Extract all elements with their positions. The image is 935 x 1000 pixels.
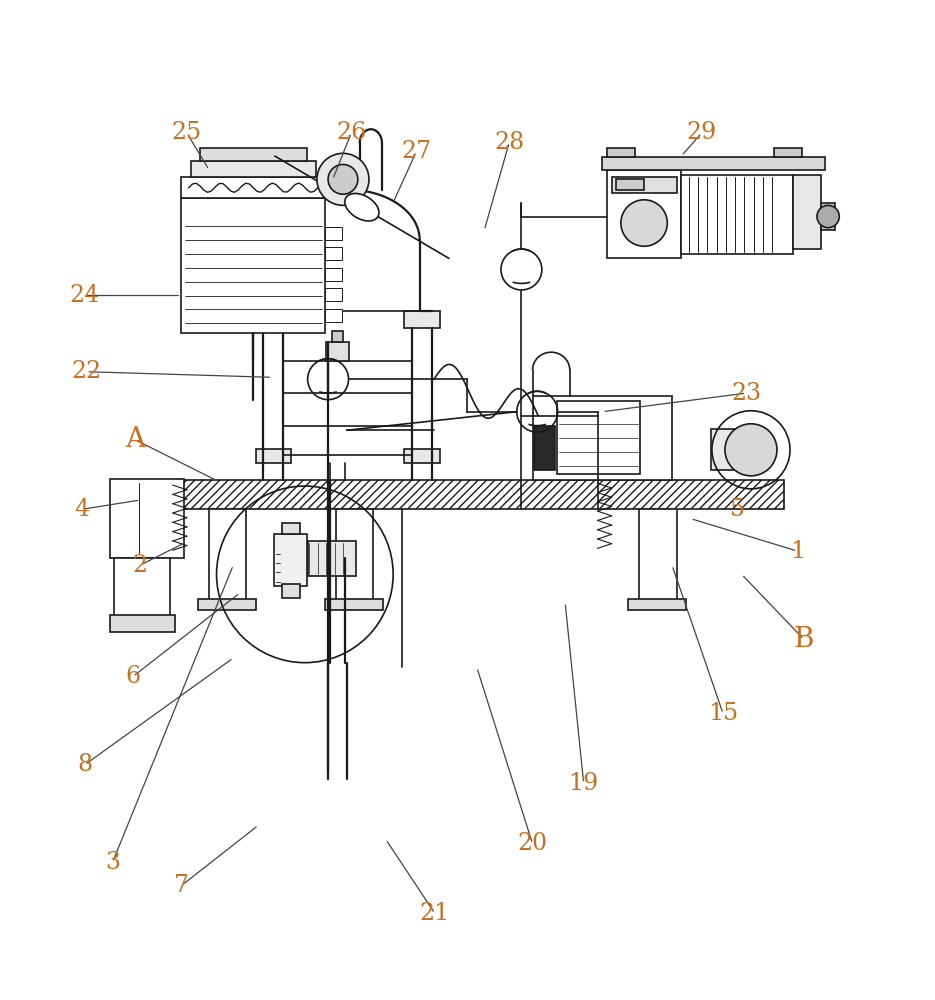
Text: 27: 27 [401,140,431,163]
Bar [109,479,184,558]
Bar [325,247,342,260]
Text: 4: 4 [74,498,90,521]
Bar [602,157,826,170]
Bar [616,179,644,190]
Bar [793,175,821,249]
Bar [325,288,342,301]
Bar [533,396,672,480]
Text: 22: 22 [71,360,102,383]
Circle shape [621,200,668,246]
Bar [611,177,677,193]
Bar [682,175,793,254]
Bar [255,311,291,328]
Text: 5: 5 [729,498,744,521]
Bar [109,615,175,632]
Bar [325,268,342,281]
Circle shape [328,164,358,194]
Text: 21: 21 [420,902,450,925]
Bar [191,161,316,177]
Text: 7: 7 [174,874,189,897]
Bar [255,449,291,463]
Bar [308,541,356,576]
Text: 26: 26 [337,121,367,144]
Bar [209,509,246,602]
Bar [281,584,300,598]
Bar [198,599,255,610]
Bar [640,509,677,602]
Bar [535,426,554,470]
Bar [556,401,640,474]
Bar [325,599,383,610]
Bar [200,148,307,161]
Bar [325,309,342,322]
Bar [274,534,307,586]
Text: 29: 29 [686,121,717,144]
Text: 3: 3 [105,851,120,874]
Text: 25: 25 [172,121,202,144]
Bar [336,509,373,602]
Bar [607,148,635,157]
Bar [404,311,439,328]
Bar [175,480,784,509]
Circle shape [725,424,777,476]
Text: 2: 2 [133,554,148,577]
Bar [774,148,802,157]
Bar [711,429,750,470]
Text: B: B [794,626,814,653]
Bar [281,523,300,534]
Text: 1: 1 [790,540,805,563]
Bar [326,342,349,361]
Text: 19: 19 [568,772,598,795]
Bar [325,227,342,240]
Text: A: A [124,426,145,453]
Bar [332,331,343,342]
Text: 6: 6 [125,665,140,688]
Bar [821,203,835,230]
Bar [181,177,325,198]
Text: 8: 8 [77,753,93,776]
Bar [404,449,439,463]
Bar [114,558,170,618]
Bar [628,599,686,610]
Text: 28: 28 [495,131,525,154]
Ellipse shape [345,193,379,221]
Text: 24: 24 [69,284,100,307]
Circle shape [317,153,369,205]
Bar [181,198,325,333]
Text: 20: 20 [517,832,548,855]
Text: 23: 23 [731,382,761,405]
Bar [607,170,682,258]
Text: 15: 15 [708,702,738,725]
Circle shape [817,205,840,228]
